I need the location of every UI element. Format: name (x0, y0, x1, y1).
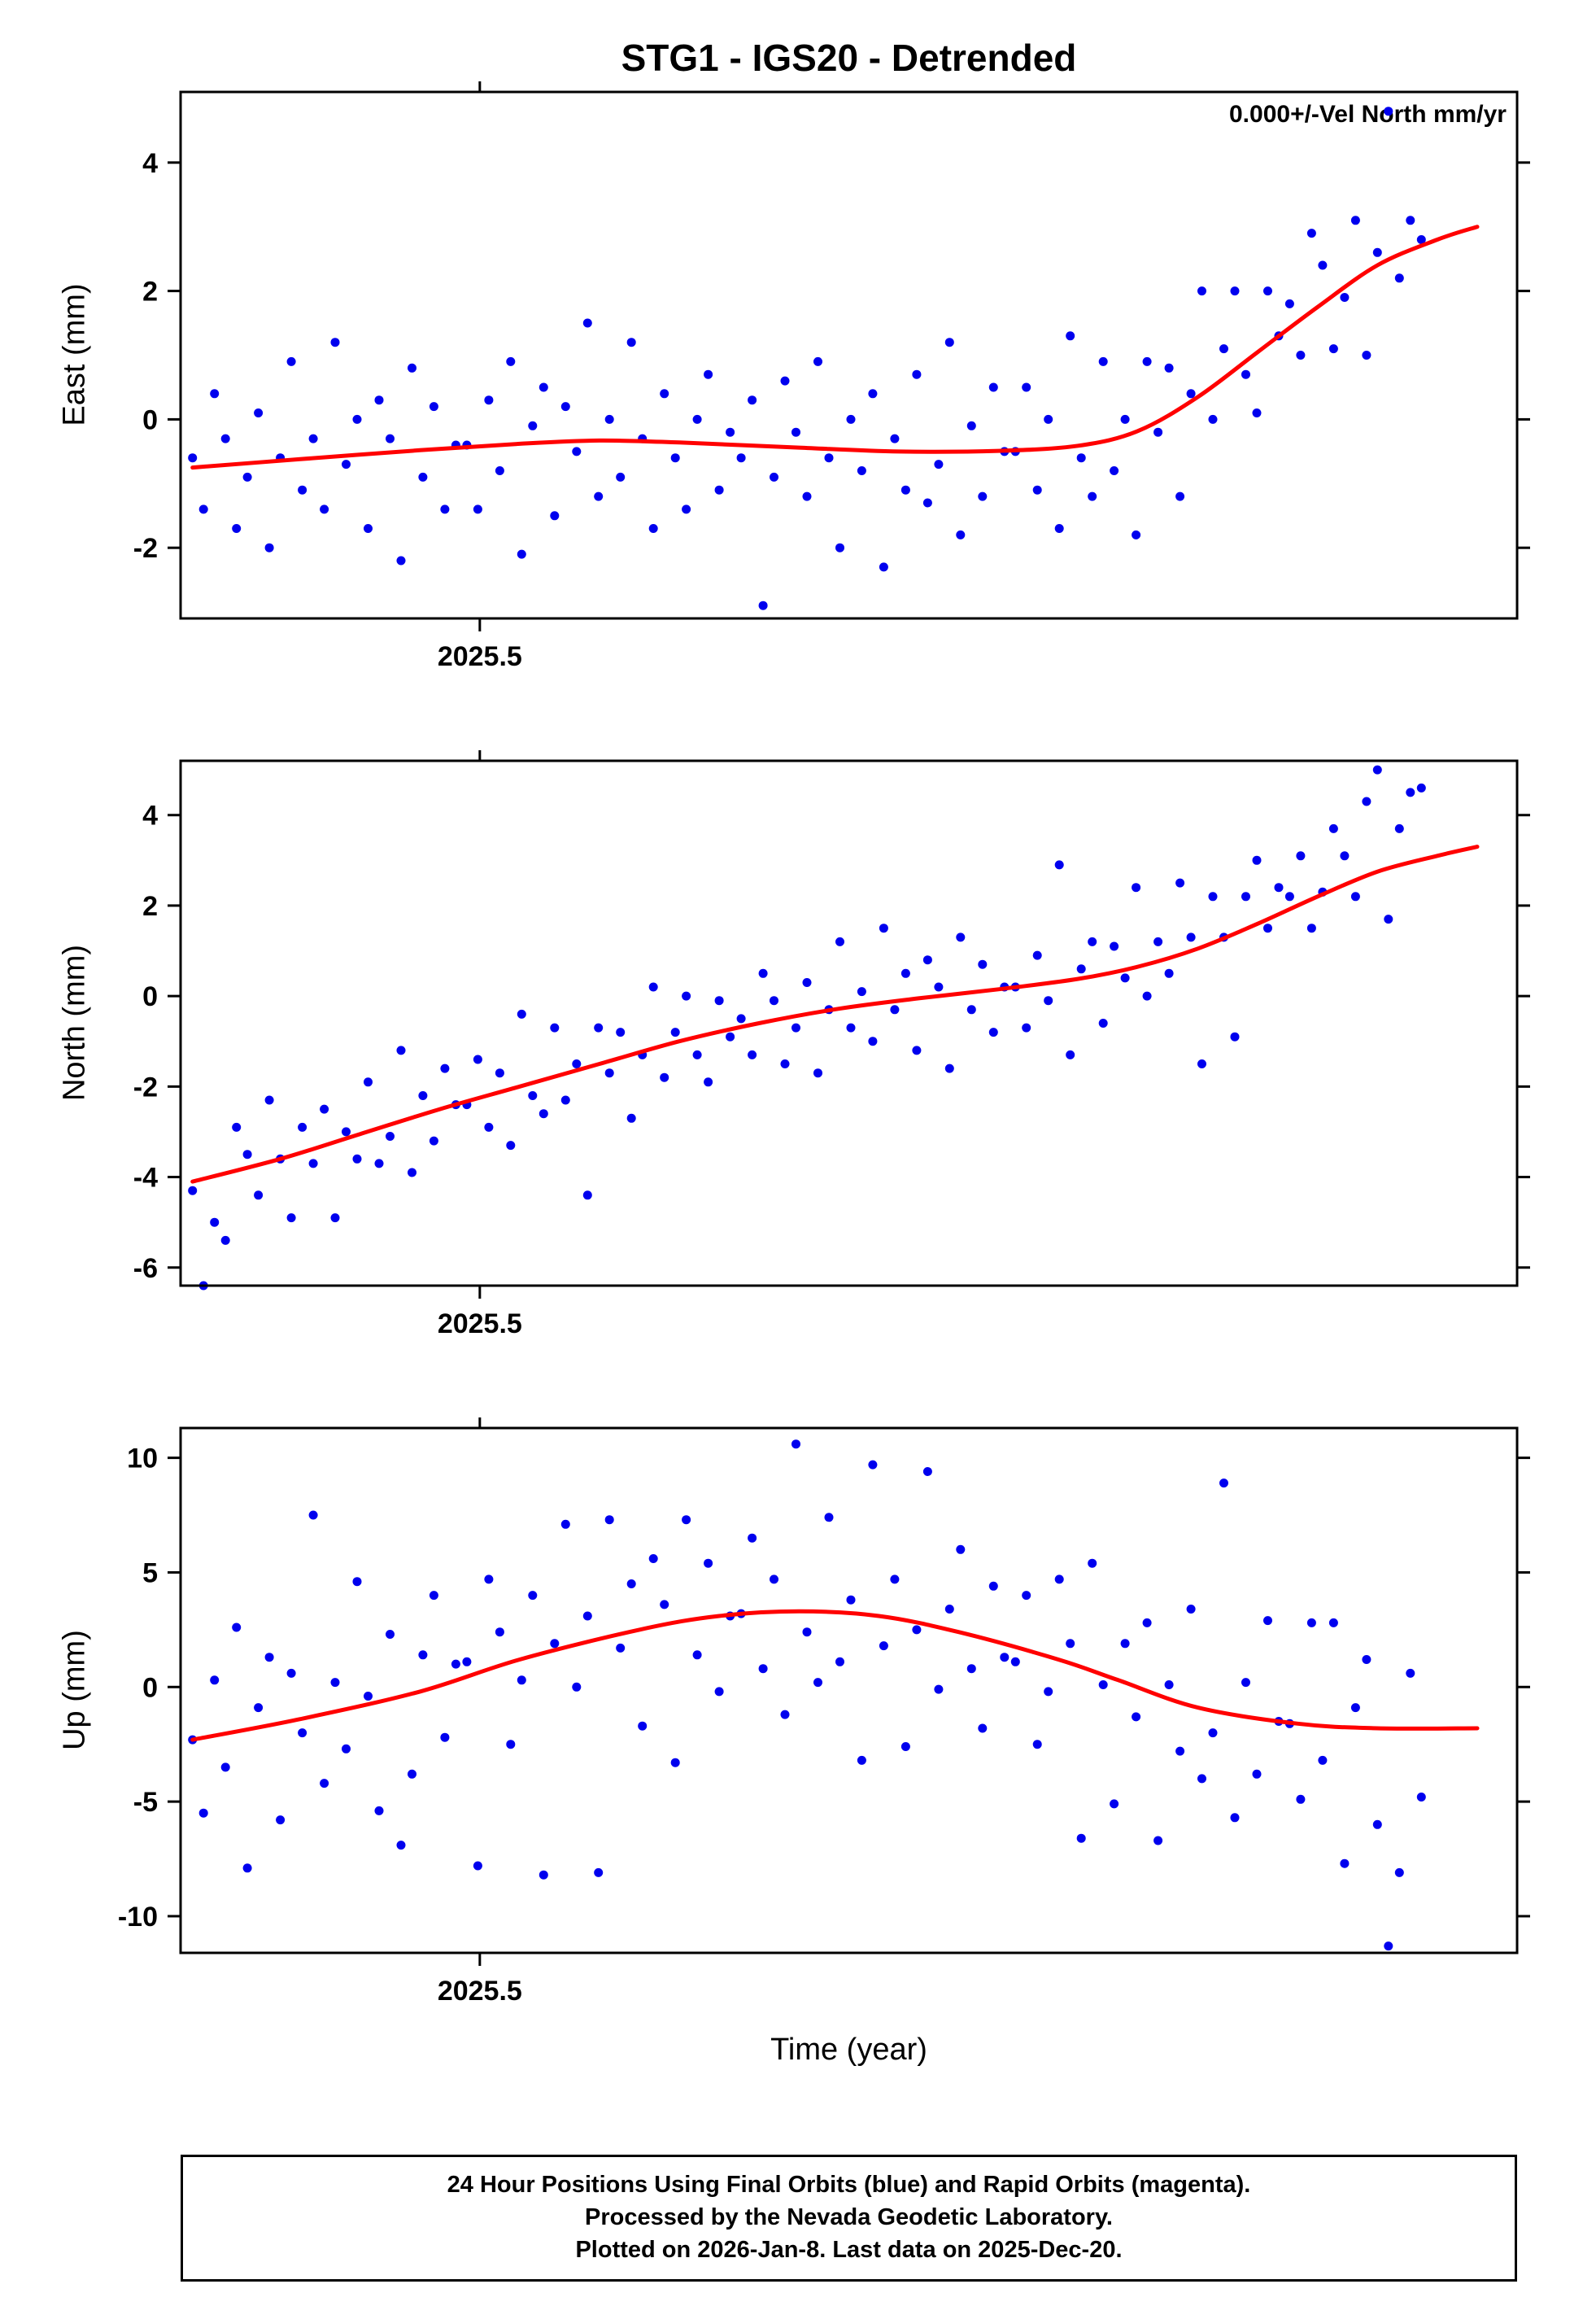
y-axis-ticks: -10 -5 0 5 10 (118, 1443, 1530, 1933)
y-tick-label: -4 (133, 1163, 158, 1194)
y-tick-label: 0 (142, 404, 158, 435)
plot-border (179, 90, 1519, 620)
y-tick-label: 0 (142, 1672, 158, 1703)
x-axis-ticks: 2025.5 (438, 81, 522, 672)
x-tick-label: 2025.5 (438, 641, 522, 672)
trend-line (190, 1609, 1480, 1742)
y-tick-label: 4 (142, 148, 158, 179)
x-tick-label: 2025.5 (438, 1308, 522, 1339)
up-panel-chart: -10 -5 0 5 10 2025.5 (118, 1417, 1530, 2007)
footer-line-orbits: 24 Hour Positions Using Final Orbits (bl… (447, 2172, 1251, 2198)
y-axis-ticks: -2 0 2 4 (133, 148, 1530, 564)
scatter-points (188, 107, 1426, 610)
scatter-points (188, 765, 1426, 1291)
y-tick-label: -6 (133, 1253, 158, 1284)
x-axis-ticks: 2025.5 (438, 750, 522, 1339)
y-tick-label: 5 (142, 1557, 158, 1588)
y-tick-label: 4 (142, 801, 158, 832)
trend-line (190, 225, 1480, 470)
velocity-annotation: 0.000+/-Vel North mm/yr (1229, 101, 1507, 128)
x-axis-ticks: 2025.5 (438, 1417, 522, 2007)
plot-border (179, 1426, 1519, 1954)
x-axis-title: Time (year) (770, 2033, 927, 2067)
plot-border (179, 759, 1519, 1287)
y-tick-label: 2 (142, 891, 158, 922)
trend-line (190, 845, 1480, 1184)
y-tick-label: 0 (142, 981, 158, 1012)
page-title: STG1 - IGS20 - Detrended (621, 37, 1077, 79)
y-axis-ticks: -6 -4 -2 0 2 4 (133, 801, 1530, 1284)
y-tick-label: -2 (133, 533, 158, 564)
footer-note-box: 24 Hour Positions Using Final Orbits (bl… (181, 2155, 1517, 2282)
y-tick-label: -10 (118, 1902, 158, 1933)
north-panel-chart: -6 -4 -2 0 2 4 2025.5 (133, 750, 1530, 1339)
y-tick-label: 2 (142, 277, 158, 308)
footer-line-processed: Processed by the Nevada Geodetic Laborat… (585, 2204, 1113, 2230)
y-tick-label: -2 (133, 1072, 158, 1103)
y-tick-label: -5 (133, 1787, 158, 1818)
east-panel-chart: -2 0 2 4 2025.5 (133, 81, 1530, 672)
scatter-points (188, 1439, 1426, 1951)
x-tick-label: 2025.5 (438, 1976, 522, 2007)
footer-line-plotted: Plotted on 2026-Jan-8. Last data on 2025… (575, 2237, 1123, 2263)
y-tick-label: 10 (127, 1443, 158, 1474)
